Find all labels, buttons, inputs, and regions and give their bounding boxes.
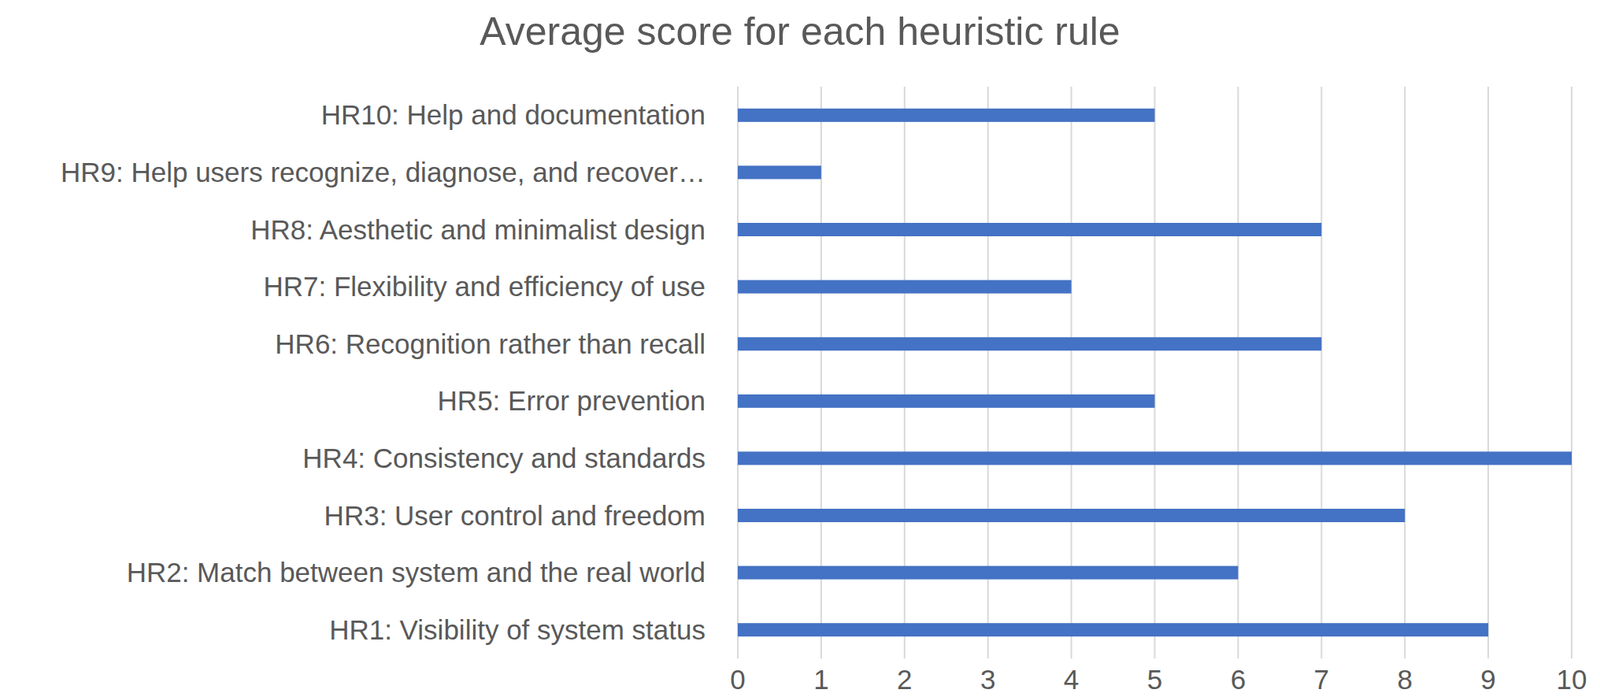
bar	[737, 337, 1322, 351]
category-label: HR10: Help and documentation	[321, 99, 706, 130]
bar	[737, 451, 1572, 465]
category-label: HR2: Match between system and the real w…	[126, 556, 706, 588]
tick-label: 10	[1556, 663, 1588, 695]
tick-label: 8	[1396, 663, 1412, 695]
category-label: HR1: Visibility of system status	[329, 614, 706, 645]
category-label: HR4: Consistency and standards	[302, 442, 706, 474]
bar	[737, 394, 1156, 408]
tick-label: 7	[1314, 663, 1330, 695]
bars	[737, 108, 1572, 637]
tick-label: 0	[729, 663, 745, 695]
grid-line	[1570, 86, 1573, 659]
title: Average score for each heuristic rule	[479, 9, 1120, 54]
bar	[737, 222, 1322, 237]
tick-label: 3	[980, 663, 996, 695]
grid-line	[1320, 86, 1323, 659]
category-label: HR5: Error prevention	[437, 385, 706, 416]
tick-label: 1	[813, 663, 829, 695]
category-label: HR3: User control and freedom	[324, 500, 706, 531]
bar	[737, 622, 1489, 637]
category-label: HR9: Help users recognize, diagnose, and…	[60, 156, 706, 188]
tick-label: 4	[1063, 663, 1079, 695]
tick-label: 6	[1230, 663, 1246, 695]
bar	[737, 280, 1072, 294]
tick-label: 5	[1147, 663, 1163, 695]
bar	[737, 108, 1156, 123]
tick-label: 2	[896, 663, 912, 695]
bar	[737, 165, 822, 179]
chart: Average score for each heuristic rule 0 1 2…	[0, 0, 1600, 697]
category-label: HR6: Recognition rather than recall	[274, 328, 706, 360]
bar	[737, 566, 1238, 580]
grid-line	[1403, 86, 1406, 659]
category-label: HR8: Aesthetic and minimalist design	[250, 214, 706, 245]
grid-line	[1487, 86, 1489, 659]
bar	[737, 508, 1405, 523]
category-label: HR7: Flexibility and efficiency of use	[262, 270, 706, 302]
tick-label: 9	[1480, 663, 1496, 695]
